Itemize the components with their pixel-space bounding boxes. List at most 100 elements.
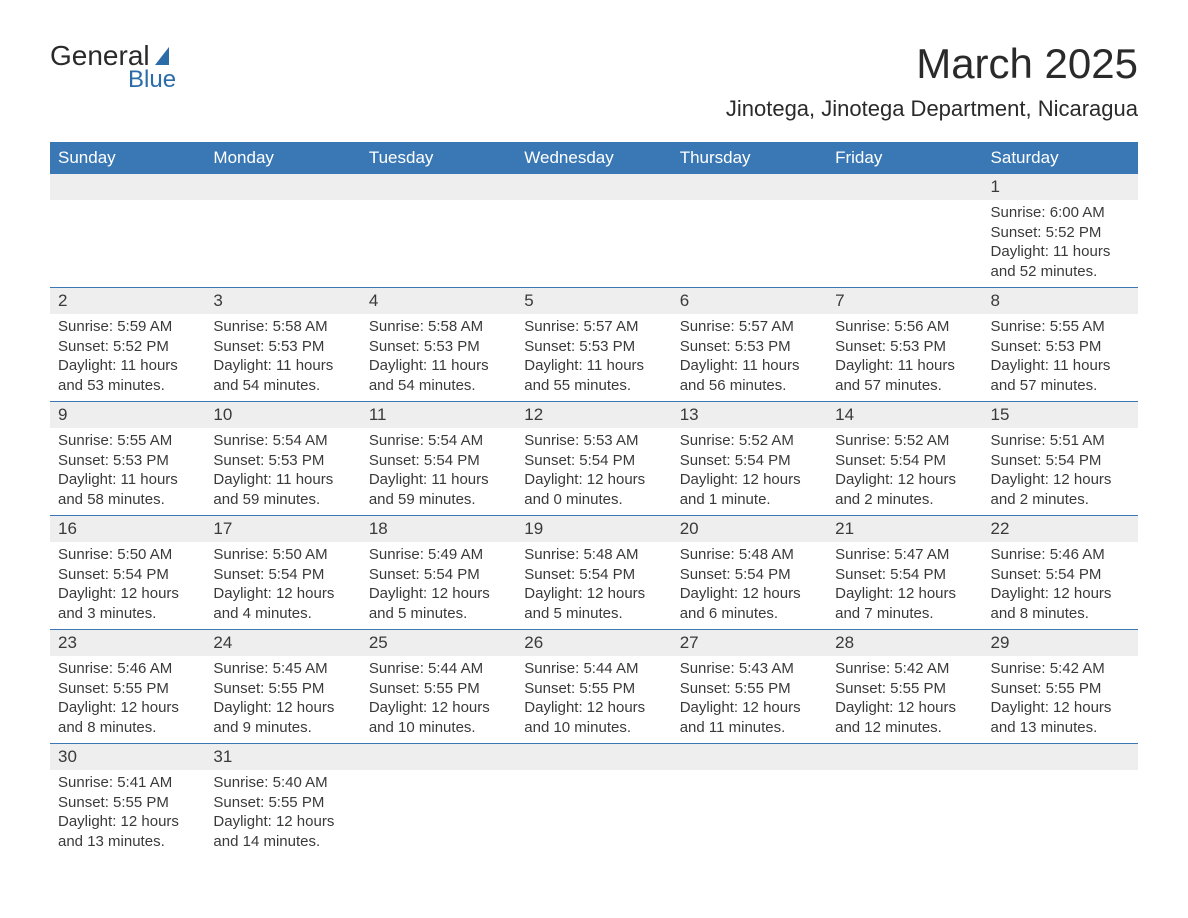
daylight-text-1: Daylight: 12 hours bbox=[58, 698, 197, 718]
daylight-text-2: and 2 minutes. bbox=[835, 490, 974, 510]
day-content: Sunrise: 5:52 AMSunset: 5:54 PMDaylight:… bbox=[827, 428, 982, 516]
daylight-text-2: and 7 minutes. bbox=[835, 604, 974, 624]
day-content-row: Sunrise: 5:50 AMSunset: 5:54 PMDaylight:… bbox=[50, 542, 1138, 630]
day-number: 7 bbox=[827, 288, 982, 315]
daylight-text-1: Daylight: 12 hours bbox=[524, 698, 663, 718]
sunset-text: Sunset: 5:53 PM bbox=[213, 451, 352, 471]
daylight-text-2: and 58 minutes. bbox=[58, 490, 197, 510]
day-number bbox=[361, 174, 516, 200]
daylight-text-1: Daylight: 12 hours bbox=[835, 470, 974, 490]
sunrise-text: Sunrise: 5:53 AM bbox=[524, 431, 663, 451]
day-number: 13 bbox=[672, 402, 827, 429]
day-content: Sunrise: 5:55 AMSunset: 5:53 PMDaylight:… bbox=[983, 314, 1138, 402]
daylight-text-1: Daylight: 11 hours bbox=[835, 356, 974, 376]
sunset-text: Sunset: 5:52 PM bbox=[991, 223, 1130, 243]
day-header-row: SundayMondayTuesdayWednesdayThursdayFrid… bbox=[50, 142, 1138, 174]
day-number: 30 bbox=[50, 744, 205, 771]
daylight-text-2: and 54 minutes. bbox=[369, 376, 508, 396]
daylight-text-2: and 56 minutes. bbox=[680, 376, 819, 396]
sunrise-text: Sunrise: 5:49 AM bbox=[369, 545, 508, 565]
day-number: 31 bbox=[205, 744, 360, 771]
daylight-text-1: Daylight: 12 hours bbox=[213, 698, 352, 718]
day-content: Sunrise: 5:57 AMSunset: 5:53 PMDaylight:… bbox=[516, 314, 671, 402]
sunset-text: Sunset: 5:55 PM bbox=[369, 679, 508, 699]
day-number bbox=[672, 744, 827, 771]
daylight-text-1: Daylight: 11 hours bbox=[369, 470, 508, 490]
day-number: 26 bbox=[516, 630, 671, 657]
day-content bbox=[516, 770, 671, 857]
day-number: 5 bbox=[516, 288, 671, 315]
day-number: 14 bbox=[827, 402, 982, 429]
sunset-text: Sunset: 5:53 PM bbox=[680, 337, 819, 357]
daylight-text-1: Daylight: 12 hours bbox=[369, 584, 508, 604]
sunrise-text: Sunrise: 5:57 AM bbox=[524, 317, 663, 337]
day-content bbox=[205, 200, 360, 288]
sunset-text: Sunset: 5:54 PM bbox=[680, 565, 819, 585]
daylight-text-2: and 1 minute. bbox=[680, 490, 819, 510]
daylight-text-2: and 52 minutes. bbox=[991, 262, 1130, 282]
sunset-text: Sunset: 5:55 PM bbox=[213, 793, 352, 813]
sunrise-text: Sunrise: 6:00 AM bbox=[991, 203, 1130, 223]
day-content: Sunrise: 5:56 AMSunset: 5:53 PMDaylight:… bbox=[827, 314, 982, 402]
day-header: Wednesday bbox=[516, 142, 671, 174]
daylight-text-2: and 59 minutes. bbox=[213, 490, 352, 510]
sunset-text: Sunset: 5:54 PM bbox=[524, 451, 663, 471]
daylight-text-2: and 4 minutes. bbox=[213, 604, 352, 624]
sunset-text: Sunset: 5:55 PM bbox=[213, 679, 352, 699]
day-header: Sunday bbox=[50, 142, 205, 174]
day-content: Sunrise: 5:51 AMSunset: 5:54 PMDaylight:… bbox=[983, 428, 1138, 516]
daylight-text-2: and 5 minutes. bbox=[524, 604, 663, 624]
day-content: Sunrise: 5:55 AMSunset: 5:53 PMDaylight:… bbox=[50, 428, 205, 516]
header: General Blue March 2025 Jinotega, Jinote… bbox=[50, 40, 1138, 122]
daylight-text-2: and 57 minutes. bbox=[835, 376, 974, 396]
day-content-row: Sunrise: 6:00 AMSunset: 5:52 PMDaylight:… bbox=[50, 200, 1138, 288]
day-content bbox=[516, 200, 671, 288]
day-number: 15 bbox=[983, 402, 1138, 429]
sunset-text: Sunset: 5:54 PM bbox=[524, 565, 663, 585]
day-number-row: 23242526272829 bbox=[50, 630, 1138, 657]
day-content: Sunrise: 5:57 AMSunset: 5:53 PMDaylight:… bbox=[672, 314, 827, 402]
daylight-text-2: and 10 minutes. bbox=[369, 718, 508, 738]
day-number: 4 bbox=[361, 288, 516, 315]
daylight-text-1: Daylight: 12 hours bbox=[991, 698, 1130, 718]
sunrise-text: Sunrise: 5:42 AM bbox=[991, 659, 1130, 679]
day-number: 22 bbox=[983, 516, 1138, 543]
sunrise-text: Sunrise: 5:51 AM bbox=[991, 431, 1130, 451]
day-number bbox=[205, 174, 360, 200]
daylight-text-1: Daylight: 12 hours bbox=[680, 698, 819, 718]
day-content bbox=[361, 770, 516, 857]
month-title: March 2025 bbox=[726, 40, 1138, 88]
day-number: 27 bbox=[672, 630, 827, 657]
day-number-row: 2345678 bbox=[50, 288, 1138, 315]
sunrise-text: Sunrise: 5:58 AM bbox=[213, 317, 352, 337]
day-content-row: Sunrise: 5:41 AMSunset: 5:55 PMDaylight:… bbox=[50, 770, 1138, 857]
day-content: Sunrise: 5:44 AMSunset: 5:55 PMDaylight:… bbox=[361, 656, 516, 744]
daylight-text-2: and 6 minutes. bbox=[680, 604, 819, 624]
sunrise-text: Sunrise: 5:46 AM bbox=[991, 545, 1130, 565]
day-number-row: 1 bbox=[50, 174, 1138, 200]
day-header: Monday bbox=[205, 142, 360, 174]
daylight-text-1: Daylight: 12 hours bbox=[835, 698, 974, 718]
sunrise-text: Sunrise: 5:40 AM bbox=[213, 773, 352, 793]
sunrise-text: Sunrise: 5:41 AM bbox=[58, 773, 197, 793]
daylight-text-2: and 12 minutes. bbox=[835, 718, 974, 738]
sunset-text: Sunset: 5:53 PM bbox=[835, 337, 974, 357]
daylight-text-2: and 53 minutes. bbox=[58, 376, 197, 396]
day-number: 19 bbox=[516, 516, 671, 543]
sunset-text: Sunset: 5:53 PM bbox=[991, 337, 1130, 357]
sunrise-text: Sunrise: 5:55 AM bbox=[991, 317, 1130, 337]
daylight-text-2: and 14 minutes. bbox=[213, 832, 352, 852]
day-number: 1 bbox=[983, 174, 1138, 200]
daylight-text-1: Daylight: 12 hours bbox=[524, 584, 663, 604]
day-number: 25 bbox=[361, 630, 516, 657]
daylight-text-1: Daylight: 11 hours bbox=[58, 470, 197, 490]
sunrise-text: Sunrise: 5:58 AM bbox=[369, 317, 508, 337]
day-content: Sunrise: 5:42 AMSunset: 5:55 PMDaylight:… bbox=[827, 656, 982, 744]
day-content: Sunrise: 5:42 AMSunset: 5:55 PMDaylight:… bbox=[983, 656, 1138, 744]
day-content: Sunrise: 5:45 AMSunset: 5:55 PMDaylight:… bbox=[205, 656, 360, 744]
day-content-row: Sunrise: 5:59 AMSunset: 5:52 PMDaylight:… bbox=[50, 314, 1138, 402]
day-number: 29 bbox=[983, 630, 1138, 657]
day-number bbox=[983, 744, 1138, 771]
sunrise-text: Sunrise: 5:52 AM bbox=[680, 431, 819, 451]
daylight-text-1: Daylight: 12 hours bbox=[991, 584, 1130, 604]
